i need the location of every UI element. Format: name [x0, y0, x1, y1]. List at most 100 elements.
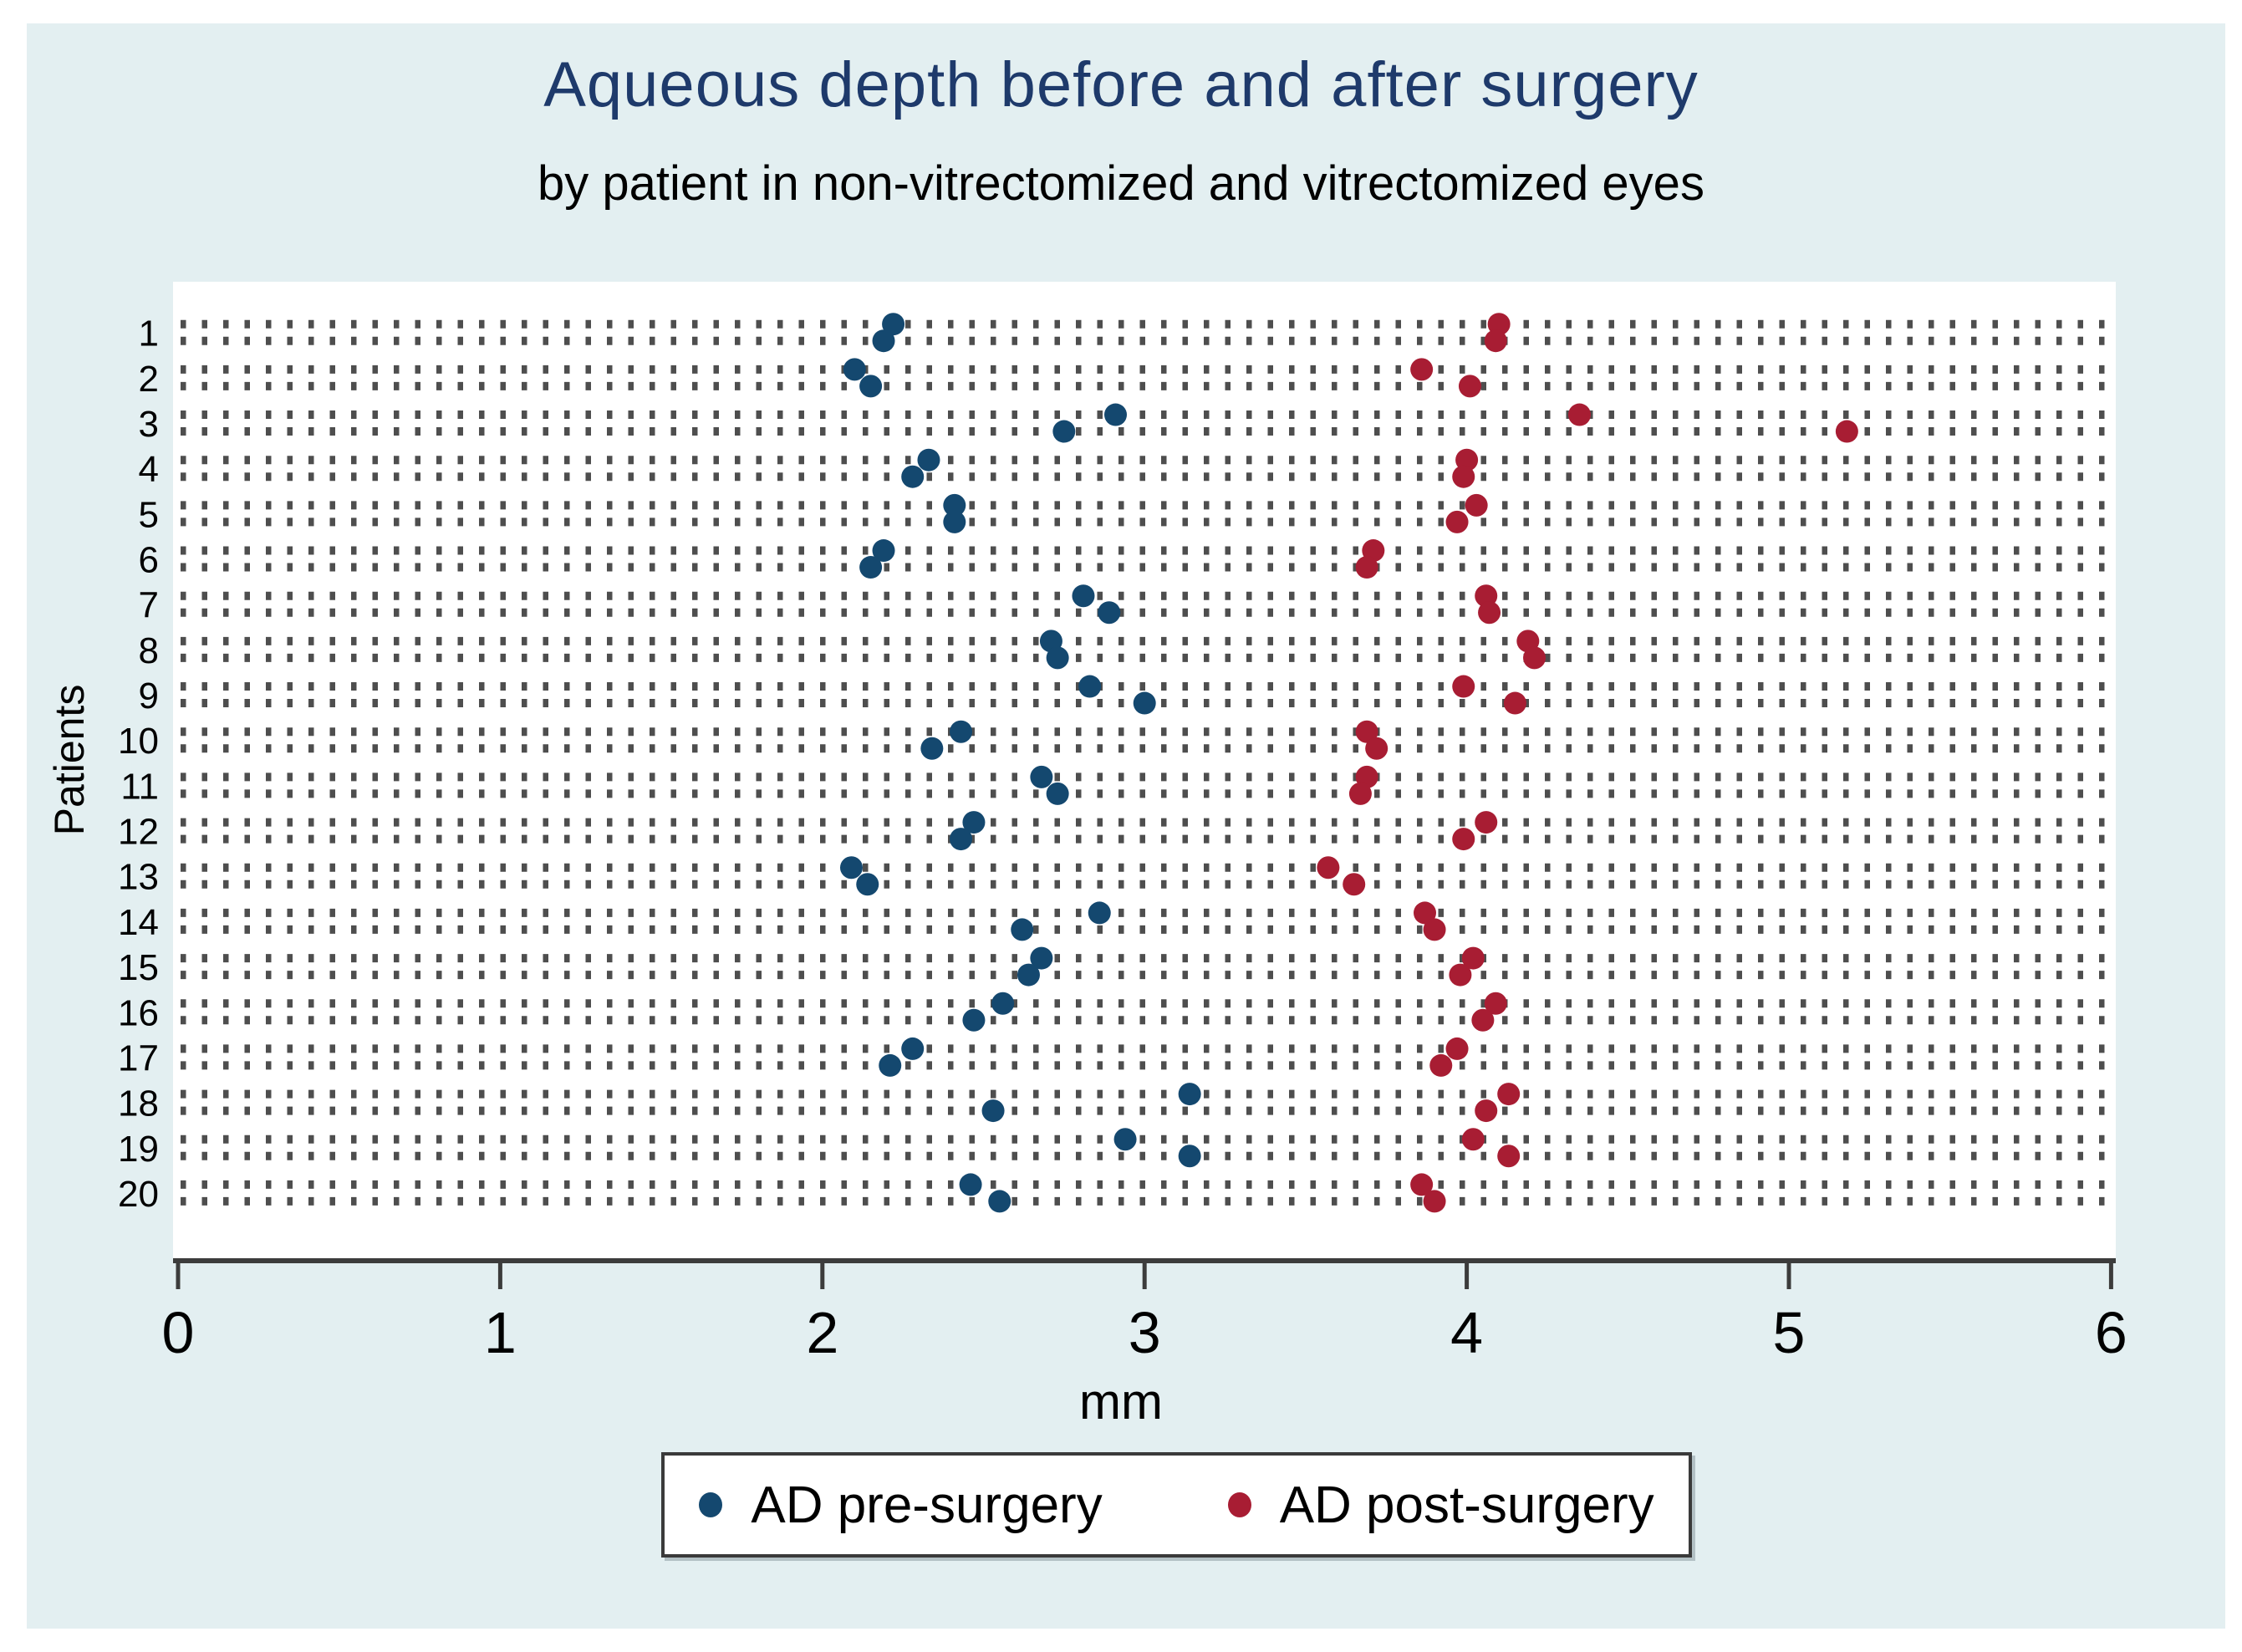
pre-surgery-marker	[950, 720, 973, 743]
legend-box: AD pre-surgery AD post-surgery	[661, 1452, 1692, 1558]
pre-surgery-marker	[1046, 646, 1069, 670]
post-surgery-marker	[1445, 1037, 1469, 1060]
patient-label: 18	[118, 1083, 159, 1124]
patient-label: 3	[139, 404, 159, 445]
patient-label: 5	[139, 494, 159, 535]
post-surgery-marker	[1423, 1190, 1446, 1213]
pre-surgery-marker	[943, 510, 966, 533]
dotted-gridlines	[181, 319, 2112, 1206]
patient-label: 12	[118, 812, 159, 853]
post-surgery-marker	[1503, 691, 1526, 715]
pre-surgery-marker	[843, 358, 866, 381]
pre-surgery-marker	[981, 1099, 1005, 1123]
pre-surgery-marker	[1011, 918, 1034, 941]
pre-surgery-marker	[901, 465, 925, 488]
post-surgery-marker	[1410, 358, 1434, 381]
pre-surgery-marker	[872, 329, 895, 353]
pre-surgery-marker	[859, 556, 883, 579]
pre-surgery-marker	[1078, 675, 1102, 698]
patient-label: 17	[118, 1038, 159, 1078]
pre-surgery-marker	[1178, 1145, 1201, 1168]
post-surgery-marker	[1423, 918, 1446, 941]
patient-label: 11	[120, 766, 159, 807]
pre-surgery-marker	[839, 856, 863, 880]
post-surgery-marker	[1475, 584, 1498, 608]
pre-surgery-marker	[879, 1053, 902, 1077]
post-surgery-marker	[1455, 448, 1479, 472]
pre-surgery-marker	[1052, 420, 1076, 443]
legend-label: AD post-surgery	[1279, 1476, 1654, 1534]
pre-surgery-marker	[1017, 963, 1040, 987]
patient-label: 10	[118, 721, 159, 762]
x-axis: 0 1 2 3 4 5 6	[162, 1258, 2127, 1365]
post-surgery-marker	[1484, 992, 1507, 1015]
pre-surgery-marker	[950, 828, 973, 851]
post-surgery-marker	[1413, 901, 1436, 925]
pre-surgery-marker	[988, 1190, 1011, 1213]
pre-surgery-marker	[962, 811, 986, 834]
post-surgery-marker	[1484, 329, 1507, 353]
post-surgery-marker	[1317, 856, 1340, 880]
post-surgery-marker	[1478, 601, 1501, 625]
patient-label: 13	[118, 857, 159, 898]
post-surgery-marker	[1445, 510, 1469, 533]
legend-label: AD pre-surgery	[751, 1476, 1103, 1534]
post-surgery-marker	[1523, 646, 1546, 670]
post-surgery-marker	[1343, 873, 1366, 896]
patient-label: 1	[139, 314, 159, 354]
pre-surgery-marker	[1030, 765, 1053, 788]
pre-surgery-marker	[1046, 782, 1069, 805]
post-surgery-marker	[1452, 465, 1475, 488]
chart-subtitle: by patient in non-vitrectomized and vitr…	[538, 156, 1704, 211]
pre-surgery-marker	[872, 539, 895, 563]
patient-label: 15	[118, 947, 159, 988]
post-surgery-marker	[1471, 1008, 1495, 1032]
legend-item-pre-surgery: AD pre-surgery	[699, 1476, 1103, 1535]
post-surgery-dot-icon	[1227, 1492, 1251, 1517]
patient-label: 9	[139, 676, 159, 716]
pre-surgery-dot-icon	[699, 1492, 723, 1517]
pre-surgery-marker	[962, 1008, 986, 1032]
post-surgery-marker	[1429, 1053, 1453, 1077]
patient-label: 2	[139, 359, 159, 400]
post-surgery-marker	[1497, 1145, 1521, 1168]
patient-label: 19	[118, 1129, 159, 1170]
x-tick-label: 4	[1450, 1300, 1483, 1365]
pre-surgery-marker	[959, 1173, 982, 1196]
post-surgery-marker	[1348, 782, 1372, 805]
x-tick-label: 6	[2095, 1300, 2127, 1365]
post-surgery-marker	[1567, 403, 1591, 426]
post-surgery-marker	[1452, 675, 1475, 698]
post-surgery-marker	[1365, 737, 1389, 760]
post-surgery-marker	[1355, 720, 1378, 743]
pre-surgery-marker	[1098, 601, 1121, 625]
post-surgery-marker	[1475, 811, 1498, 834]
post-surgery-marker	[1461, 946, 1485, 970]
pre-surgery-marker	[1133, 691, 1156, 715]
post-surgery-marker	[1475, 1099, 1498, 1123]
pre-surgery-marker	[859, 375, 883, 398]
x-tick-label: 5	[1773, 1300, 1806, 1365]
pre-surgery-marker	[943, 493, 966, 517]
x-tick-label: 1	[484, 1300, 517, 1365]
pre-surgery-marker	[901, 1037, 925, 1060]
patient-label: 16	[118, 992, 159, 1033]
post-surgery-marker	[1355, 556, 1378, 579]
post-surgery-marker	[1410, 1173, 1434, 1196]
post-surgery-marker	[1497, 1083, 1521, 1106]
post-surgery-marker	[1452, 828, 1475, 851]
post-surgery-marker	[1449, 963, 1472, 987]
post-surgery-marker	[1487, 313, 1511, 336]
data-markers	[839, 313, 1858, 1213]
pre-surgery-marker	[882, 313, 905, 336]
pre-surgery-marker	[1178, 1083, 1201, 1106]
post-surgery-marker	[1458, 375, 1481, 398]
x-axis-label: mm	[1079, 1374, 1163, 1430]
y-axis-label: Patients	[46, 684, 93, 836]
pre-surgery-marker	[1104, 403, 1128, 426]
pre-surgery-marker	[991, 992, 1015, 1015]
chart-title: Aqueous depth before and after surgery	[543, 49, 1699, 120]
post-surgery-marker	[1461, 1128, 1485, 1151]
